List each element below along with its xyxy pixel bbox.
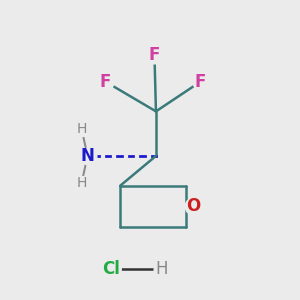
Text: F: F bbox=[195, 73, 206, 91]
Text: F: F bbox=[149, 46, 160, 64]
Text: Cl: Cl bbox=[102, 260, 120, 278]
Text: N: N bbox=[81, 147, 94, 165]
Text: F: F bbox=[100, 73, 111, 91]
Text: H: H bbox=[76, 176, 87, 190]
Text: O: O bbox=[186, 197, 200, 215]
Text: H: H bbox=[76, 122, 87, 136]
Text: H: H bbox=[156, 260, 168, 278]
